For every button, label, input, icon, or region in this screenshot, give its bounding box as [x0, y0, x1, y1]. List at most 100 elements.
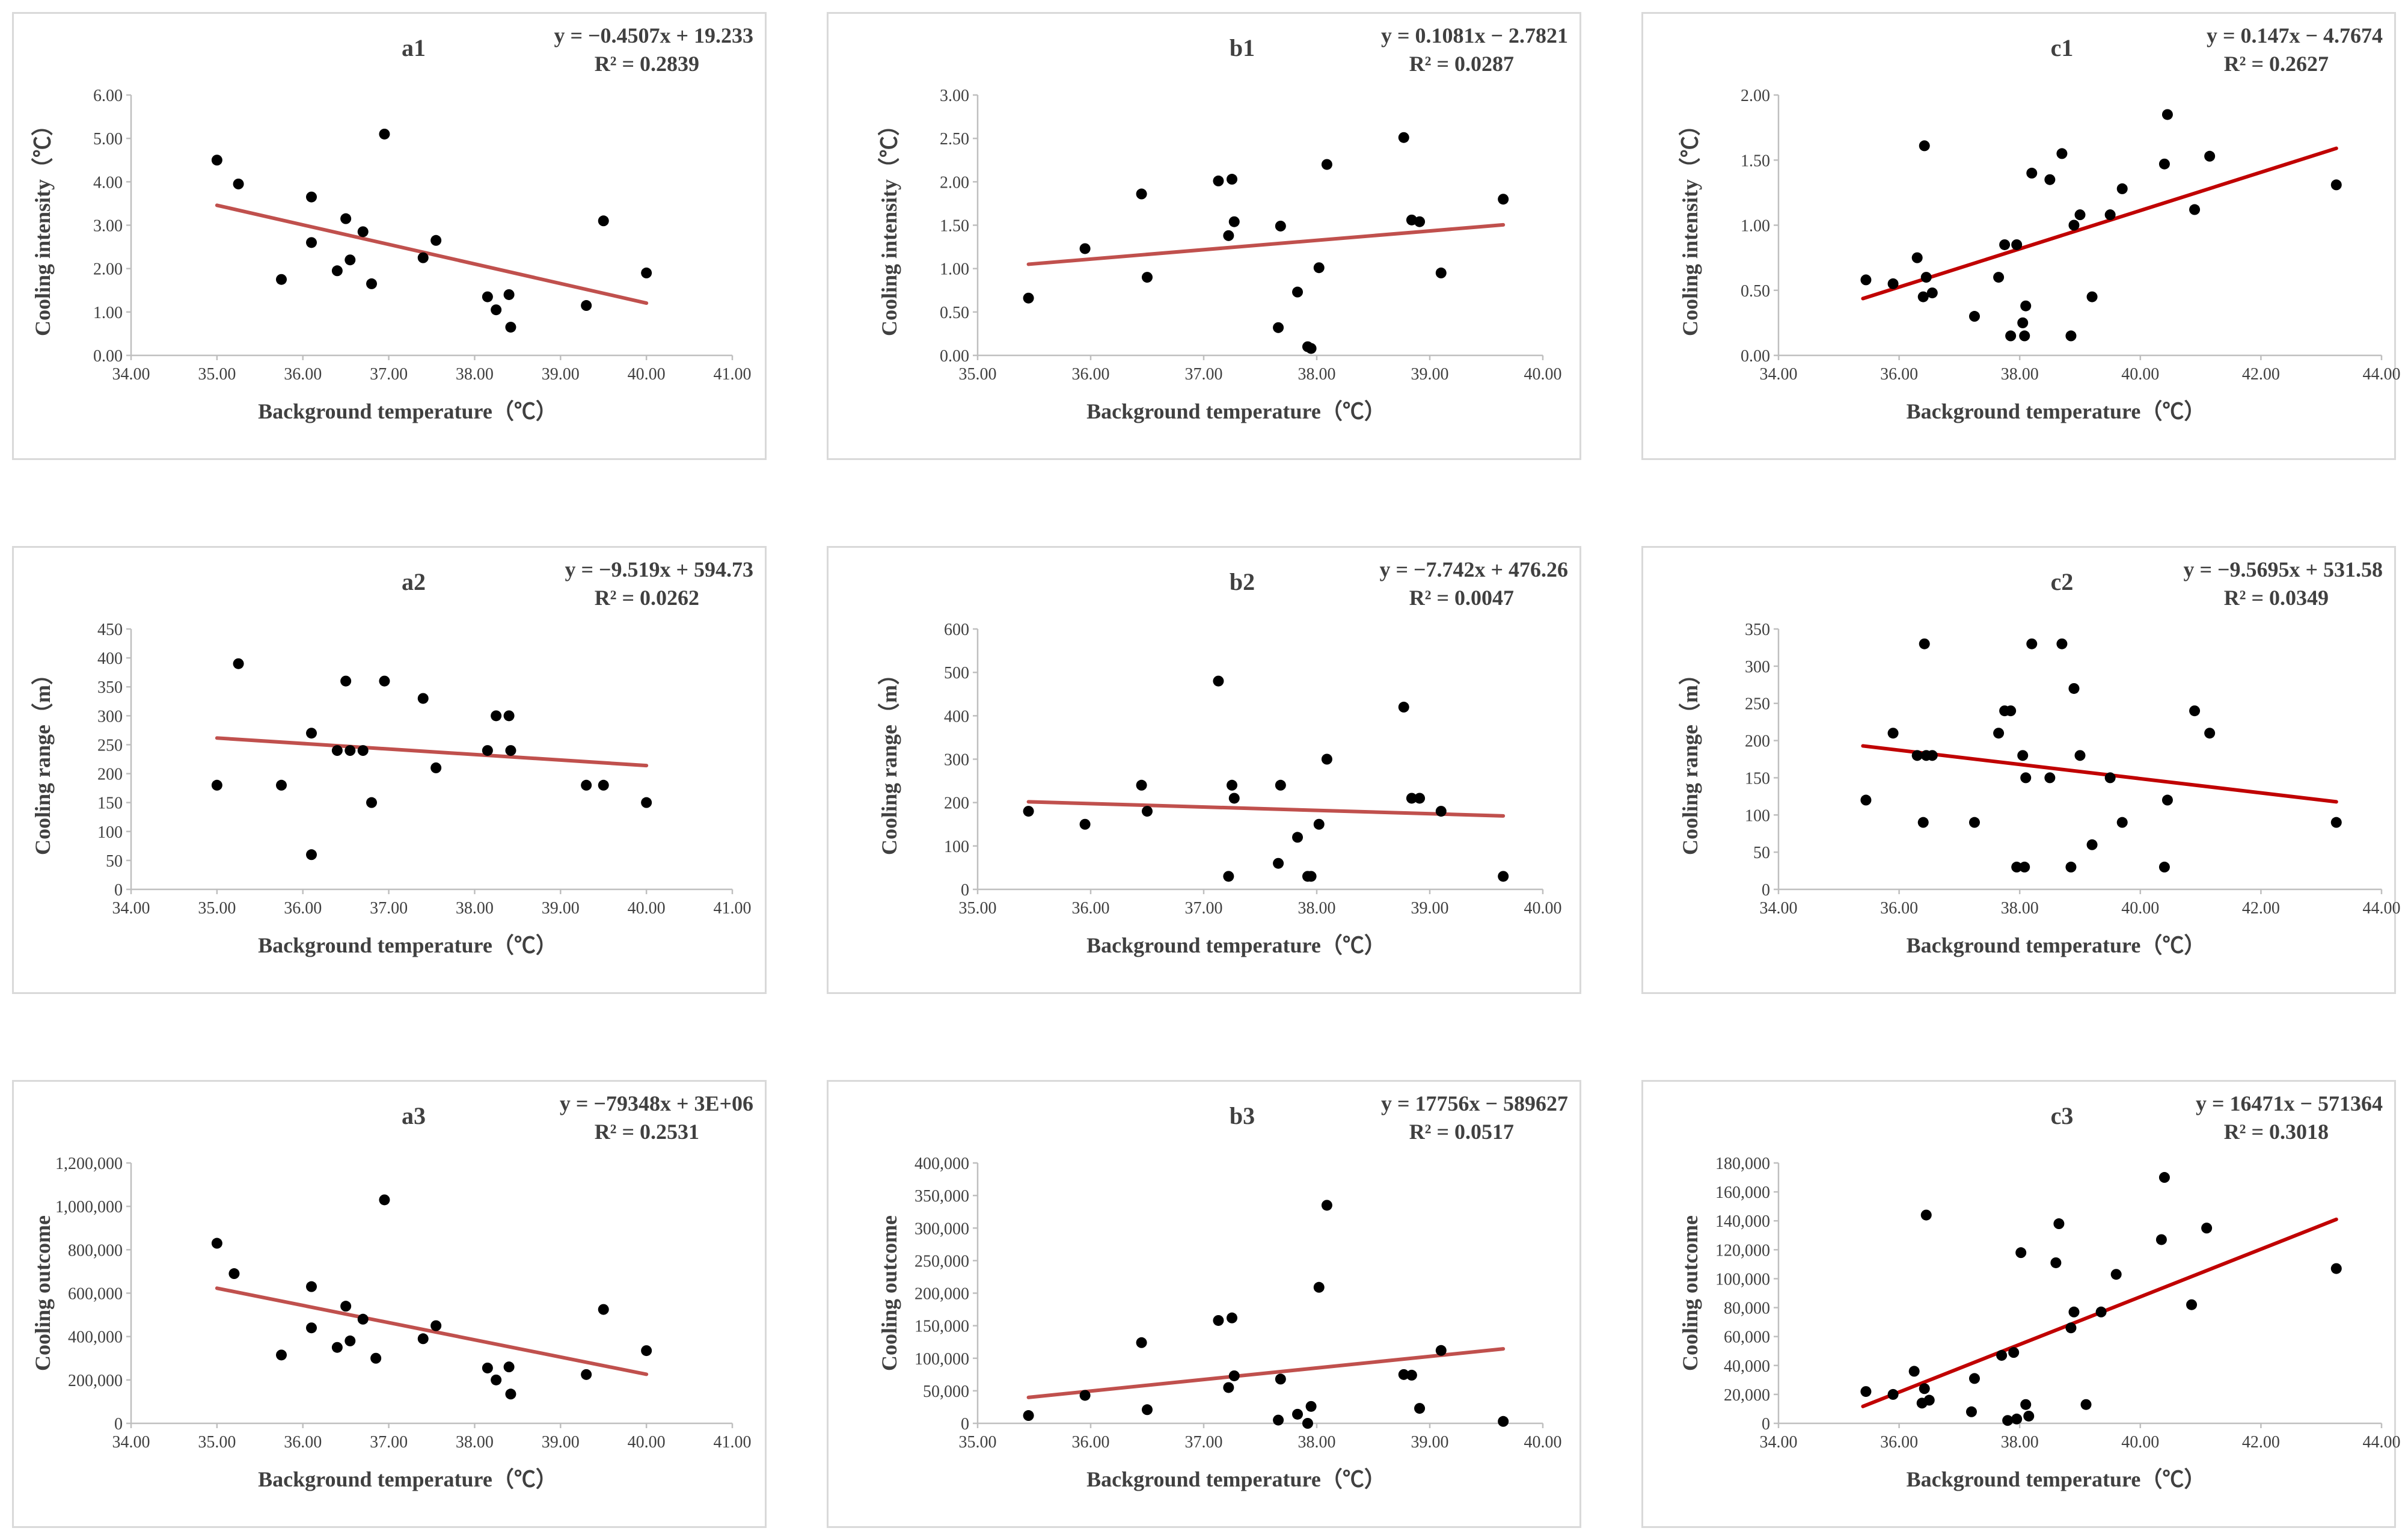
y-tick-label: 50,000	[923, 1382, 969, 1401]
data-point	[598, 779, 609, 791]
data-point	[2020, 772, 2032, 784]
y-tick-label: 50	[106, 852, 123, 871]
x-tick-label: 36.00	[1880, 365, 1918, 384]
x-tick-label: 40.00	[2121, 899, 2159, 918]
y-tick-label: 100,000	[914, 1350, 969, 1369]
y-tick-label: 0	[1762, 1415, 1770, 1434]
chart-svg-b2: b2 y = −7.742x + 476.26 R² = 0.0047 0 100 200…	[877, 557, 1568, 957]
data-point	[1023, 806, 1034, 817]
y-tick-label: 250	[97, 736, 123, 755]
data-point	[1292, 832, 1304, 843]
x-tick-label: 39.00	[1411, 899, 1449, 918]
trendline-equation: y = 0.1081x − 2.7821	[1381, 23, 1568, 48]
data-point	[482, 1362, 493, 1373]
y-tick-label: 80,000	[1724, 1299, 1770, 1318]
y-tick-label: 0	[961, 881, 969, 900]
trendline	[215, 1286, 649, 1376]
x-axis-label: Background temperature（℃）	[1086, 933, 1386, 957]
x-tick-label: 36.00	[1072, 899, 1110, 918]
chart-svg-c1: c1 y = 0.147x − 4.7674 R² = 0.2627 0.00 0.50…	[1678, 23, 2401, 423]
data-point	[233, 658, 244, 669]
y-tick-label: 200,000	[68, 1372, 123, 1390]
data-point	[2116, 817, 2128, 828]
data-point	[2020, 1399, 2032, 1410]
y-tick-label: 0	[114, 881, 123, 900]
data-point	[503, 710, 515, 722]
y-tick-label: 120,000	[1715, 1241, 1770, 1260]
x-tick-label: 40.00	[628, 899, 666, 918]
y-tick-label: 350,000	[914, 1187, 969, 1206]
data-point	[1223, 230, 1234, 241]
data-point	[641, 267, 652, 278]
chart-title: a3	[402, 1102, 426, 1129]
r-squared-label: R² = 0.3018	[2224, 1120, 2329, 1144]
x-tick-label: 34.00	[1760, 1433, 1798, 1452]
chart-svg-a1: a1 y = −0.4507x + 19.233 R² = 0.2839 0.00 1.…	[31, 23, 753, 423]
data-point	[1435, 806, 1447, 817]
r-squared-label: R² = 0.0047	[1409, 586, 1514, 610]
y-tick-label: 1.00	[93, 304, 123, 322]
y-tick-label: 180,000	[1715, 1155, 1770, 1173]
y-tick-label: 2.00	[93, 260, 123, 279]
data-point	[340, 213, 352, 224]
data-point	[2095, 1306, 2107, 1318]
x-tick-label: 39.00	[1411, 1433, 1449, 1452]
x-tick-label: 37.00	[1185, 365, 1223, 384]
data-point	[1926, 750, 1938, 761]
chart-panel-c2: c2 y = −9.5695x + 531.58 R² = 0.0349 0 50 100…	[1641, 546, 2401, 994]
chart-title: a2	[402, 568, 426, 595]
data-point	[1321, 1200, 1332, 1211]
x-tick-label: 37.00	[1185, 1433, 1223, 1452]
data-point	[482, 745, 493, 756]
data-point	[1223, 1382, 1234, 1393]
data-point	[1968, 817, 1980, 828]
y-tick-label: 200	[1745, 732, 1770, 751]
data-point	[276, 779, 287, 791]
data-point	[1923, 1394, 1935, 1406]
x-tick-label: 40.00	[628, 365, 666, 384]
y-tick-label: 200	[97, 765, 123, 784]
y-tick-label: 250	[1745, 695, 1770, 714]
y-tick-label: 150	[97, 794, 123, 813]
y-tick-label: 6.00	[93, 87, 123, 105]
y-axis-label: Cooling intensity（℃）	[31, 114, 55, 336]
data-point	[2068, 683, 2080, 694]
data-point	[345, 254, 356, 266]
data-point	[1313, 262, 1325, 274]
y-tick-label: 100	[944, 838, 969, 856]
chart-panel-b1: b1 y = 0.1081x − 2.7821 R² = 0.0287 0.00 0.5…	[827, 12, 1581, 460]
data-point	[1965, 1406, 1977, 1417]
r-squared-label: R² = 0.2627	[2224, 52, 2329, 76]
x-tick-label: 38.00	[1298, 1433, 1336, 1452]
x-tick-label: 41.00	[714, 899, 752, 918]
y-tick-label: 0	[961, 1415, 969, 1434]
y-tick-label: 140,000	[1715, 1212, 1770, 1231]
data-point	[2158, 1172, 2170, 1183]
y-tick-label: 1.50	[940, 217, 969, 236]
x-tick-label: 39.00	[542, 899, 580, 918]
y-tick-label: 50	[1753, 844, 1770, 862]
chart-title: c1	[2051, 34, 2074, 61]
x-tick-label: 40.00	[1524, 1433, 1562, 1452]
y-tick-label: 0.50	[1741, 282, 1770, 301]
y-tick-label: 0.00	[940, 347, 969, 366]
data-point	[1227, 174, 1237, 185]
r-squared-label: R² = 0.2839	[595, 52, 699, 76]
x-axis-label: Background temperature（℃）	[1907, 399, 2206, 423]
data-point	[581, 300, 592, 311]
data-point	[1919, 140, 1930, 152]
chart-title: c3	[2051, 1102, 2074, 1129]
data-point	[2065, 330, 2077, 342]
x-tick-label: 40.00	[1524, 365, 1562, 384]
y-tick-label: 3.00	[93, 217, 123, 236]
chart-panel-c1: c1 y = 0.147x − 4.7674 R² = 0.2627 0.00 0.50…	[1641, 12, 2401, 460]
x-tick-label: 34.00	[1760, 365, 1798, 384]
chart-title: a1	[402, 34, 426, 61]
data-point	[581, 779, 592, 791]
data-point	[417, 1333, 429, 1345]
data-point	[379, 1194, 390, 1206]
chart-title: b2	[1230, 568, 1255, 595]
trendline	[215, 203, 649, 305]
trendline-equation: y = 17756x − 589627	[1381, 1091, 1568, 1115]
data-point	[2044, 174, 2056, 185]
